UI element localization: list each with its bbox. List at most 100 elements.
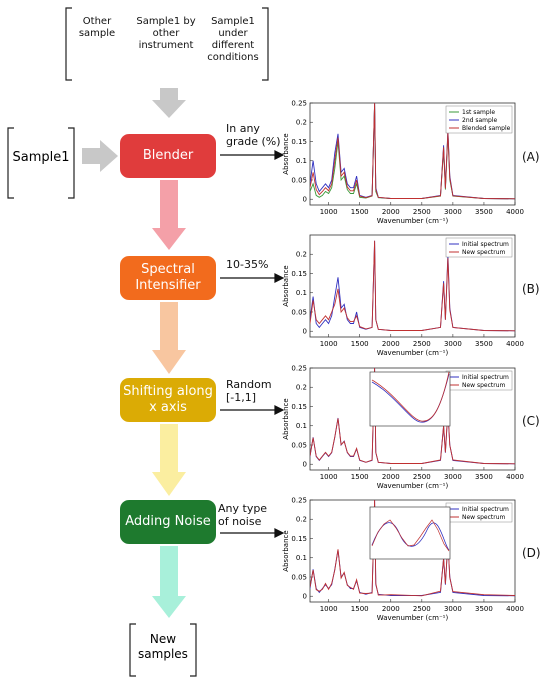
step-annotation: In any grade (%) [226,122,281,148]
x-tick-label: 4000 [506,605,524,613]
x-tick-label: 2500 [413,340,431,348]
legend-label: Blended sample [462,125,511,132]
y-tick-label: 0.1 [296,157,307,165]
x-tick-label: 3500 [475,340,493,348]
x-tick-label: 2000 [382,208,400,216]
x-tick-label: 3000 [444,208,462,216]
spectrum-line [310,240,515,332]
legend-label: New spectrum [462,382,506,389]
panel-label: (D) [522,546,541,560]
y-axis-label: Absorbance [282,265,290,306]
x-axis-label: Wavenumber (cm⁻¹) [377,482,449,490]
y-axis-label: Absorbance [282,398,290,439]
step-annotation: Random [-1,1] [226,378,272,404]
x-tick-label: 1000 [320,208,338,216]
y-tick-label: 0.15 [291,535,307,543]
spectrum-line [310,500,515,597]
step-box: Adding Noise [120,500,216,544]
y-axis-label: Absorbance [282,530,290,571]
x-tick-label: 4000 [506,340,524,348]
output-label: New samples [138,632,188,661]
legend-label: Initial spectrum [462,506,509,513]
legend-label: New spectrum [462,514,506,521]
y-tick-label: 0.15 [291,403,307,411]
x-axis-label: Wavenumber (cm⁻¹) [377,349,449,357]
y-tick-label: 0.2 [296,251,307,259]
panel-label: (C) [522,414,540,428]
lines [310,103,515,200]
y-tick-label: 0.1 [296,289,307,297]
lines [310,500,515,597]
y-tick-label: 0.25 [291,100,307,108]
arrow-down [152,302,186,374]
arrow-down [152,180,186,250]
top-label: Sample1 by other instrument [136,16,196,51]
step-annotation: 10-35% [226,258,269,271]
x-tick-label: 3500 [475,473,493,481]
legend-label: Initial spectrum [462,374,509,381]
y-tick-label: 0 [303,461,307,469]
y-tick-label: 0.05 [291,573,307,581]
x-tick-label: 2000 [382,340,400,348]
x-tick-label: 2500 [413,208,431,216]
inset [369,506,451,560]
x-tick-label: 2500 [413,605,431,613]
step-box: Spectral Intensifier [120,256,216,300]
y-tick-label: 0.25 [291,365,307,373]
x-tick-label: 2500 [413,473,431,481]
x-tick-label: 1500 [351,605,369,613]
input-bracket [7,127,75,199]
y-tick-label: 0.2 [296,119,307,127]
x-tick-label: 4000 [506,473,524,481]
inset-curve [371,371,450,422]
x-axis-label: Wavenumber (cm⁻¹) [377,614,449,622]
input-label: Sample1 [12,150,70,165]
x-tick-label: 2000 [382,473,400,481]
top-bracket [65,7,269,81]
legend-label: 1st sample [462,109,495,116]
inset-curve [371,519,450,552]
inset-curve [371,522,450,551]
step-box: Blender [120,134,216,178]
spectrum-line [310,368,515,465]
x-tick-label: 1500 [351,473,369,481]
y-tick-label: 0 [303,328,307,336]
x-tick-label: 1000 [320,340,338,348]
panel-label: (A) [522,150,540,164]
inset [369,371,451,427]
arrow-down [152,424,186,496]
output-bracket [129,623,197,677]
x-tick-label: 4000 [506,208,524,216]
y-tick-label: 0 [303,593,307,601]
step-annotation: Any type of noise [218,502,268,528]
x-tick-label: 1500 [351,208,369,216]
x-tick-label: 1000 [320,605,338,613]
arrow-down [152,88,186,118]
top-label: Sample1 under different conditions [207,16,259,63]
x-tick-label: 3500 [475,208,493,216]
y-tick-label: 0.1 [296,554,307,562]
y-tick-label: 0.05 [291,441,307,449]
y-tick-label: 0.05 [291,176,307,184]
y-tick-label: 0.1 [296,422,307,430]
x-tick-label: 1500 [351,340,369,348]
step-box: Shifting along x axis [120,378,216,422]
legend-label: New spectrum [462,249,506,256]
panel-label: (B) [522,282,540,296]
y-tick-label: 0.2 [296,384,307,392]
x-tick-label: 1000 [320,473,338,481]
top-label: Other sample [78,16,116,39]
legend-label: 2nd sample [462,117,497,124]
y-tick-label: 0.05 [291,308,307,316]
legend-label: Initial spectrum [462,241,509,248]
x-tick-label: 3000 [444,605,462,613]
y-tick-label: 0.25 [291,497,307,505]
arrow-right [82,140,118,172]
y-tick-label: 0.15 [291,270,307,278]
spectrum-line [310,103,515,200]
y-tick-label: 0.15 [291,138,307,146]
y-tick-label: 0 [303,196,307,204]
y-axis-label: Absorbance [282,133,290,174]
